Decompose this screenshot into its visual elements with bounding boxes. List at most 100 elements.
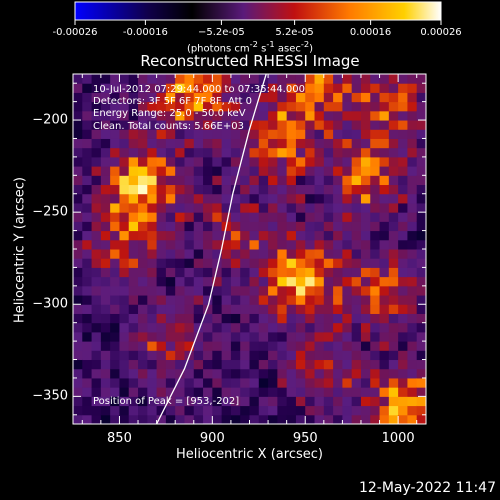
heatmap-cell [286, 92, 297, 103]
heatmap-cell [91, 368, 102, 379]
heatmap-cell [286, 387, 297, 397]
heatmap-cell [138, 138, 148, 149]
heatmap-cell [398, 230, 408, 241]
heatmap-cell [184, 387, 195, 397]
heatmap-cell [156, 221, 167, 232]
heatmap-cell [277, 341, 288, 351]
heatmap-cell [156, 359, 167, 370]
heatmap-cell [240, 175, 250, 186]
heatmap-cell [305, 313, 316, 324]
heatmap-cell [138, 221, 148, 232]
heatmap-cell [277, 120, 288, 130]
heatmap-cell [342, 156, 353, 167]
heatmap-cell [314, 83, 325, 93]
heatmap-cell [351, 212, 362, 222]
heatmap-cell [305, 221, 316, 232]
heatmap-cell [370, 110, 381, 121]
heatmap-cell [138, 387, 148, 397]
heatmap-cell [138, 101, 148, 112]
heatmap-cell [110, 129, 120, 139]
heatmap-cell [230, 258, 241, 268]
heatmap-cell [295, 221, 306, 232]
heatmap-cell [221, 83, 232, 93]
heatmap-cell [388, 175, 399, 186]
heatmap-cell [203, 221, 213, 232]
heatmap-cell [147, 230, 158, 241]
heatmap-cell [305, 110, 316, 121]
heatmap-cell [333, 83, 343, 93]
heatmap-cell [91, 101, 102, 112]
heatmap-cell [175, 212, 185, 222]
heatmap-cell [110, 221, 120, 232]
heatmap-cell [91, 239, 102, 250]
heatmap-cells [73, 74, 426, 424]
heatmap-cell [212, 285, 223, 296]
heatmap-cell [221, 193, 232, 204]
heatmap-cell [165, 147, 176, 158]
heatmap-cell [91, 221, 102, 232]
heatmap-cell [407, 230, 418, 241]
heatmap-cell [119, 331, 130, 342]
heatmap-cell [333, 230, 343, 241]
heatmap-cell [100, 101, 111, 112]
heatmap-cell [100, 276, 111, 287]
heatmap-cell [379, 341, 390, 351]
heatmap-cell [314, 368, 325, 379]
heatmap-cell [258, 414, 269, 424]
heatmap-cell [156, 175, 167, 186]
heatmap-cell [119, 368, 130, 379]
heatmap-cell [128, 295, 139, 305]
heatmap-cell [416, 414, 426, 424]
heatmap-cell [360, 83, 371, 93]
heatmap-cell [268, 387, 278, 397]
heatmap-cell [138, 120, 148, 130]
heatmap-cell [286, 184, 297, 195]
heatmap-cell [286, 101, 297, 112]
heatmap-cell [147, 83, 158, 93]
heatmap-cell [82, 304, 93, 314]
heatmap-cell [240, 202, 250, 213]
heatmap-cell [82, 147, 93, 158]
heatmap-cell [175, 166, 185, 176]
heatmap-cell [138, 405, 148, 416]
heatmap-cell [240, 368, 250, 379]
heatmap-cell [407, 276, 418, 287]
heatmap-cell [351, 202, 362, 213]
heatmap-cell [249, 359, 260, 370]
heatmap-cell [286, 331, 297, 342]
heatmap-cell [416, 368, 426, 379]
heatmap-cell [305, 285, 316, 296]
heatmap-cell [119, 74, 130, 84]
heatmap-cell [184, 101, 195, 112]
heatmap-cell [193, 387, 204, 397]
heatmap-cell [388, 230, 399, 241]
heatmap-cell [277, 230, 288, 241]
heatmap-cell [258, 377, 269, 388]
heatmap-cell [277, 83, 288, 93]
heatmap-cell [323, 184, 334, 195]
heatmap-cell [360, 221, 371, 232]
heatmap-cell [165, 175, 176, 186]
colorbar-tick-label: 0.00026 [420, 27, 462, 38]
heatmap-cell [407, 295, 418, 305]
heatmap-cell [388, 285, 399, 296]
heatmap-cell [193, 175, 204, 186]
heatmap-cell [100, 359, 111, 370]
heatmap-cell [128, 221, 139, 232]
heatmap-cell [268, 74, 278, 84]
heatmap-cell [388, 138, 399, 149]
heatmap-cell [100, 396, 111, 407]
heatmap-cell [91, 258, 102, 268]
heatmap-cell [351, 368, 362, 379]
heatmap-cell [240, 322, 250, 333]
heatmap-cell [416, 267, 426, 278]
heatmap-cell [138, 202, 148, 213]
heatmap-cell [82, 368, 93, 379]
heatmap-cell [360, 396, 371, 407]
heatmap-cell [249, 313, 260, 324]
heatmap-cell [314, 230, 325, 241]
heatmap-cell [370, 212, 381, 222]
heatmap-cell [110, 359, 120, 370]
heatmap-cell [323, 156, 334, 167]
heatmap-cell [295, 74, 306, 84]
